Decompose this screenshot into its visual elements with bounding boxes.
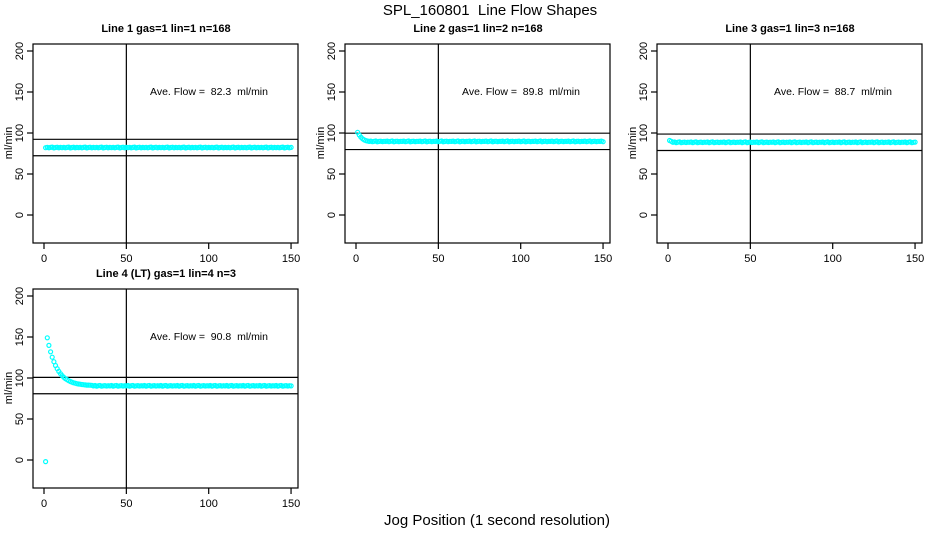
panel-line-3: Line 3 gas=1 lin=3 n=168 ml/min Ave. Flo… <box>624 20 936 268</box>
ave-flow-annotation: Ave. Flow = 82.3 ml/min <box>150 86 268 98</box>
y-tick-label: 50 <box>14 168 26 180</box>
plot-box <box>32 288 299 489</box>
x-tick-label: 50 <box>120 253 132 265</box>
panel-line-2: Line 2 gas=1 lin=2 n=168 ml/min Ave. Flo… <box>312 20 624 268</box>
plot-box <box>344 43 611 244</box>
plot-area: 0 50 100 150 0 50 100 150 200 <box>14 287 300 510</box>
x-tick-label: 100 <box>824 253 842 265</box>
panel-line-1: Line 1 gas=1 lin=1 n=168 ml/min Ave. Flo… <box>0 20 312 268</box>
data-points <box>42 144 294 151</box>
x-tick-label: 150 <box>282 498 300 510</box>
panel-title: Line 3 gas=1 lin=3 n=168 <box>725 23 855 35</box>
y-axis-ticks: 0 50 100 150 200 <box>638 42 657 218</box>
data-points <box>666 137 918 146</box>
ave-flow-annotation: Ave. Flow = 89.8 ml/min <box>462 86 580 98</box>
data-points <box>42 335 294 465</box>
y-tick-label: 0 <box>326 212 338 218</box>
y-tick-label: 200 <box>326 42 338 60</box>
y-tick-label: 200 <box>14 42 26 60</box>
panel-line-4: Line 4 (LT) gas=1 lin=4 n=3 ml/min Ave. … <box>0 265 312 513</box>
y-tick-label: 0 <box>638 212 650 218</box>
panel-title: Line 1 gas=1 lin=1 n=168 <box>101 23 231 35</box>
y-tick-label: 200 <box>14 287 26 305</box>
x-tick-label: 150 <box>906 253 924 265</box>
plot-area: 0 50 100 150 0 50 100 150 200 <box>326 42 612 265</box>
y-axis-ticks: 0 50 100 150 200 <box>14 42 33 218</box>
x-tick-label: 100 <box>200 253 218 265</box>
y-tick-label: 100 <box>638 124 650 142</box>
y-tick-label: 100 <box>14 369 26 387</box>
data-points <box>354 129 606 145</box>
y-tick-label: 0 <box>14 212 26 218</box>
y-axis-ticks: 0 50 100 150 200 <box>14 287 33 463</box>
reference-lines <box>33 44 298 243</box>
x-tick-label: 0 <box>665 253 671 265</box>
plot-box <box>656 43 923 244</box>
y-tick-label: 100 <box>326 124 338 142</box>
x-axis-outer-label: Jog Position (1 second resolution) <box>384 512 610 529</box>
y-tick-label: 150 <box>14 83 26 101</box>
plot-box <box>32 43 299 244</box>
x-tick-label: 100 <box>200 498 218 510</box>
chart-title: SPL_160801 Line Flow Shapes <box>382 2 598 19</box>
plot-area: 0 50 100 150 0 50 100 150 200 <box>638 42 924 265</box>
x-axis-ticks: 0 50 100 150 <box>353 243 612 265</box>
y-tick-label: 50 <box>14 413 26 425</box>
panel-title: Line 2 gas=1 lin=2 n=168 <box>413 23 543 35</box>
x-tick-label: 50 <box>120 498 132 510</box>
y-tick-label: 100 <box>14 124 26 142</box>
y-tick-label: 50 <box>326 168 338 180</box>
x-tick-label: 50 <box>432 253 444 265</box>
ave-flow-annotation: Ave. Flow = 88.7 ml/min <box>774 86 892 98</box>
x-tick-label: 0 <box>353 253 359 265</box>
reference-lines <box>33 289 298 488</box>
x-axis-ticks: 0 50 100 150 <box>41 243 300 265</box>
y-tick-label: 150 <box>638 83 650 101</box>
y-tick-label: 50 <box>638 168 650 180</box>
ave-flow-annotation: Ave. Flow = 90.8 ml/min <box>150 331 268 343</box>
x-tick-label: 150 <box>594 253 612 265</box>
plot-area: 0 50 100 150 0 50 100 150 200 <box>14 42 300 265</box>
x-axis-ticks: 0 50 100 150 <box>41 488 300 510</box>
x-tick-label: 150 <box>282 253 300 265</box>
y-tick-label: 150 <box>14 328 26 346</box>
x-tick-label: 0 <box>41 253 47 265</box>
x-tick-label: 50 <box>744 253 756 265</box>
x-axis-ticks: 0 50 100 150 <box>665 243 924 265</box>
x-tick-label: 0 <box>41 498 47 510</box>
x-tick-label: 100 <box>512 253 530 265</box>
y-tick-label: 0 <box>14 457 26 463</box>
panel-title: Line 4 (LT) gas=1 lin=4 n=3 <box>95 268 237 280</box>
y-tick-label: 200 <box>638 42 650 60</box>
y-tick-label: 150 <box>326 83 338 101</box>
y-axis-ticks: 0 50 100 150 200 <box>326 42 345 218</box>
